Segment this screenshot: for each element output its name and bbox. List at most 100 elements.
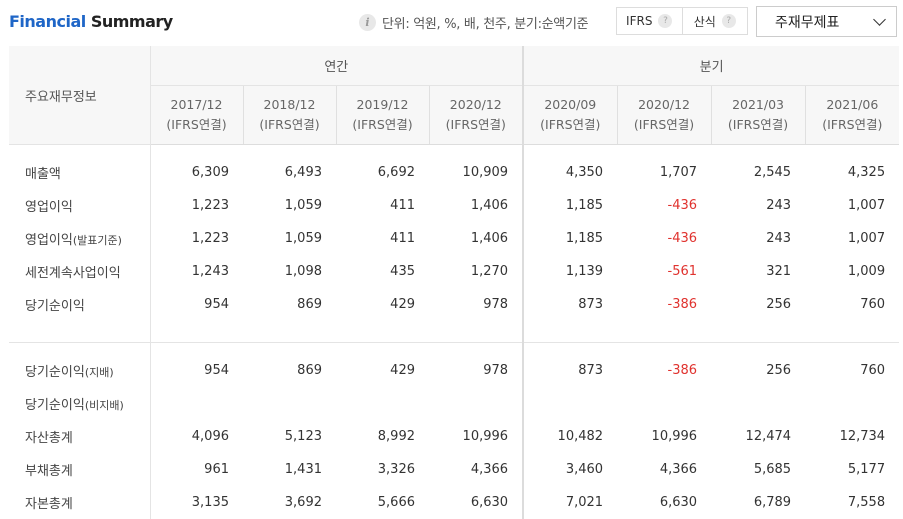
period-type: (IFRS연결)	[540, 117, 601, 132]
row-label-text: 당기순이익	[25, 299, 85, 314]
ifrs-label: IFRS	[626, 14, 653, 28]
row-label: 부채총계	[9, 453, 151, 486]
table-cell: 10,909	[429, 156, 525, 189]
period-date: 2020/12	[449, 97, 502, 112]
select-value: 주재무제표	[775, 14, 840, 31]
table-cell: 4,366	[659, 462, 698, 477]
table-cell: 7,558	[847, 495, 886, 510]
table-cell: 869	[297, 363, 322, 378]
period-date: 2018/12	[263, 97, 316, 112]
table-cell: -561	[667, 264, 698, 279]
statement-type-select[interactable]: 주재무제표	[756, 6, 897, 37]
period-type: (IFRS연결)	[259, 117, 320, 132]
formula-toggle-button[interactable]: 산식?	[683, 8, 748, 34]
table-cell	[805, 387, 899, 420]
help-icon[interactable]: ?	[721, 14, 736, 28]
table-cell: 435	[390, 264, 415, 279]
ifrs-toggle-button[interactable]: IFRS?	[617, 8, 683, 34]
table-row: 세전계속사업이익 1,243 1,098 435 1,270 1,139 -561 321 1,…	[9, 255, 899, 288]
table-cell: 1,270	[429, 255, 525, 288]
period-date: 2021/06	[826, 97, 879, 112]
table-cell: 4,366	[429, 453, 525, 486]
table-cell: 10,996	[651, 429, 698, 444]
row-label-text: 당기순이익	[25, 398, 85, 413]
table-cell: 961	[204, 462, 229, 477]
title-part2: Summary	[85, 12, 173, 31]
table-cell	[243, 387, 336, 420]
table-cell: 6,630	[429, 486, 525, 519]
table-cell: 1,243	[191, 264, 229, 279]
row-label: 당기순이익	[9, 288, 151, 321]
table-cell: 3,135	[191, 495, 229, 510]
table-cell: 1,007	[847, 198, 886, 213]
annual-header: 연간	[150, 46, 525, 86]
table-cell: 4,096	[191, 429, 229, 444]
table-cell: 243	[766, 198, 792, 213]
table-cell: 954	[204, 297, 229, 312]
period-header: 2020/09 (IFRS연결)	[523, 85, 618, 145]
table-cell: 8,992	[377, 429, 415, 444]
help-icon[interactable]: ?	[658, 14, 673, 28]
table-cell: 1,059	[284, 231, 322, 246]
table-cell: 1,223	[191, 198, 229, 213]
table-cell	[336, 387, 429, 420]
period-date: 2020/12	[638, 97, 691, 112]
row-label-sub: (지배)	[84, 366, 114, 379]
table-cell: 243	[766, 231, 792, 246]
table-cell: 3,692	[284, 495, 322, 510]
table-cell: 873	[578, 297, 604, 312]
row-label: 자본총계	[9, 486, 151, 519]
table-cell: 429	[390, 297, 415, 312]
table-cell	[617, 387, 711, 420]
table-cell: 12,474	[745, 429, 792, 444]
table-cell: 2,545	[753, 165, 792, 180]
unit-text: 단위: 억원, %, 배, 천주, 분기:순액기준	[382, 16, 589, 32]
period-type: (IFRS연결)	[727, 117, 789, 132]
table-row: 영업이익(발표기준) 1,223 1,059 411 1,406 1,185 -436 243…	[9, 222, 899, 255]
table-cell: -386	[667, 297, 698, 312]
table-cell: 954	[204, 363, 229, 378]
period-header: 2021/06 (IFRS연결)	[805, 85, 900, 145]
row-label-text: 영업이익	[25, 233, 73, 248]
table-cell: 256	[766, 297, 792, 312]
table-cell: 978	[429, 288, 525, 321]
formula-label: 산식	[693, 14, 716, 29]
table-cell	[150, 387, 243, 420]
table-cell: 429	[390, 363, 415, 378]
table-cell: 5,666	[377, 495, 415, 510]
row-label-text: 자본총계	[25, 497, 73, 512]
row-label-sub: (비지배)	[84, 399, 124, 412]
table-cell: 6,493	[284, 165, 322, 180]
table-cell: 1,223	[191, 231, 229, 246]
table-cell: -386	[667, 363, 698, 378]
table-cell: -436	[667, 231, 698, 246]
table-cell: 256	[766, 363, 792, 378]
table-cell: 873	[578, 363, 604, 378]
table-row: 자본총계 3,135 3,692 5,666 6,630 7,021 6,630 6,789 7…	[9, 486, 899, 519]
quarter-header: 분기	[523, 46, 900, 86]
table-cell: 411	[390, 198, 415, 213]
unit-note: i 단위: 억원, %, 배, 천주, 분기:순액기준	[359, 12, 589, 32]
financial-summary-table: 주요재무정보 연간 분기 2017/12 (IFRS연결) 2018/12 (IFRS…	[9, 46, 900, 519]
row-label-text: 세전계속사업이익	[25, 266, 121, 281]
period-header: 2020/12 (IFRS연결)	[429, 85, 525, 145]
row-label-text: 매출액	[25, 167, 61, 182]
period-header: 2021/03 (IFRS연결)	[711, 85, 806, 145]
table-cell: 4,350	[565, 165, 604, 180]
table-cell: 760	[860, 363, 886, 378]
table-row: 당기순이익(지배) 954 869 429 978 873 -386 256 760	[9, 354, 899, 387]
table-cell: 321	[766, 264, 792, 279]
period-date: 2017/12	[170, 97, 223, 112]
table-cell: 1,059	[284, 198, 322, 213]
title-part1: Financial	[9, 12, 86, 31]
row-label-sub: (발표기준)	[72, 234, 122, 247]
info-icon[interactable]: i	[359, 13, 376, 31]
table-cell: 4,325	[847, 165, 886, 180]
period-date: 2021/03	[732, 97, 785, 112]
table-row: 당기순이익 954 869 429 978 873 -386 256 760	[9, 288, 899, 321]
table-cell: 10,482	[557, 429, 604, 444]
row-label: 당기순이익(비지배)	[9, 387, 151, 420]
period-header: 2018/12 (IFRS연결)	[243, 85, 337, 145]
table-cell: 1,185	[565, 231, 604, 246]
table-cell: 6,630	[659, 495, 698, 510]
